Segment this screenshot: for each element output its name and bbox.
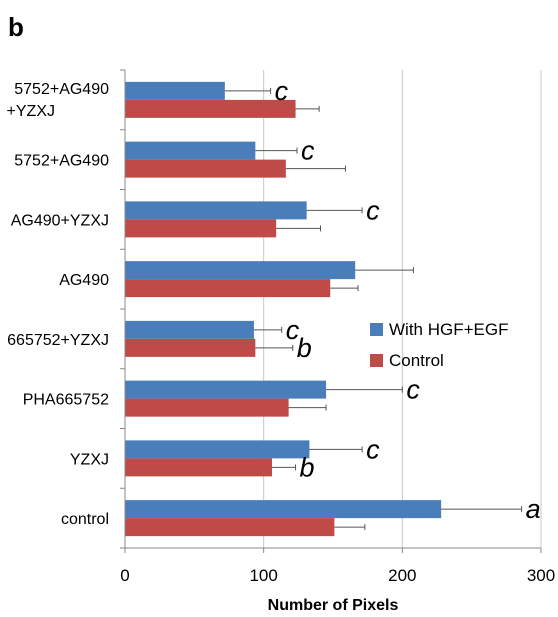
bar-control bbox=[125, 518, 335, 537]
bar-with-hgf-egf bbox=[125, 141, 256, 160]
x-tick-label: 300 bbox=[527, 566, 555, 585]
x-tick-label: 100 bbox=[249, 566, 277, 585]
bars bbox=[125, 81, 442, 537]
category-label: +YZXJ bbox=[7, 103, 55, 120]
x-axis-title: Number of Pixels bbox=[268, 597, 399, 614]
significance-label: a bbox=[526, 494, 541, 524]
legend: With HGF+EGF Control bbox=[370, 320, 508, 370]
significance-label: c bbox=[366, 195, 380, 225]
bar-control bbox=[125, 99, 296, 118]
legend-label: Control bbox=[389, 351, 444, 370]
x-tick-label: 200 bbox=[388, 566, 416, 585]
bar-with-hgf-egf bbox=[125, 380, 327, 399]
bar-control bbox=[125, 279, 331, 298]
bar-with-hgf-egf bbox=[125, 81, 225, 100]
bar-control bbox=[125, 338, 256, 357]
significance-label: b bbox=[297, 333, 312, 363]
bar-with-hgf-egf bbox=[125, 261, 356, 280]
legend-label: With HGF+EGF bbox=[389, 320, 508, 339]
significance-label: b bbox=[300, 452, 315, 482]
legend-swatch bbox=[370, 323, 383, 336]
bar-with-hgf-egf bbox=[125, 500, 442, 519]
category-label: PHA665752 bbox=[23, 392, 109, 409]
x-tick-label: 0 bbox=[120, 566, 129, 585]
significance-label: c bbox=[406, 375, 420, 405]
bar-control bbox=[125, 219, 277, 238]
bar-control bbox=[125, 159, 286, 178]
bar-with-hgf-egf bbox=[125, 440, 310, 459]
bar-control bbox=[125, 398, 289, 417]
category-label: control bbox=[61, 511, 109, 528]
x-axis: 0 100 200 300 Number of Pixels bbox=[120, 70, 555, 614]
category-labels: 5752+AG490 +YZXJ 5752+AG490 AG490+YZXJ AG490… bbox=[7, 81, 110, 528]
legend-swatch bbox=[370, 354, 383, 367]
category-label: 665752+YZXJ bbox=[7, 332, 109, 349]
category-label: 5752+AG490 bbox=[14, 153, 109, 170]
significance-label: c bbox=[301, 136, 315, 166]
error-bars bbox=[224, 87, 523, 531]
panel-label: b bbox=[8, 12, 24, 42]
category-label: YZXJ bbox=[70, 451, 109, 468]
bar-with-hgf-egf bbox=[125, 201, 307, 220]
significance-label: c bbox=[286, 315, 300, 345]
bar-control bbox=[125, 458, 272, 477]
bar-with-hgf-egf bbox=[125, 320, 254, 339]
category-label: 5752+AG490 bbox=[14, 81, 109, 98]
category-label: AG490+YZXJ bbox=[11, 212, 109, 229]
category-label: AG490 bbox=[59, 272, 109, 289]
significance-label: c bbox=[275, 76, 289, 106]
significance-label: c bbox=[366, 434, 380, 464]
